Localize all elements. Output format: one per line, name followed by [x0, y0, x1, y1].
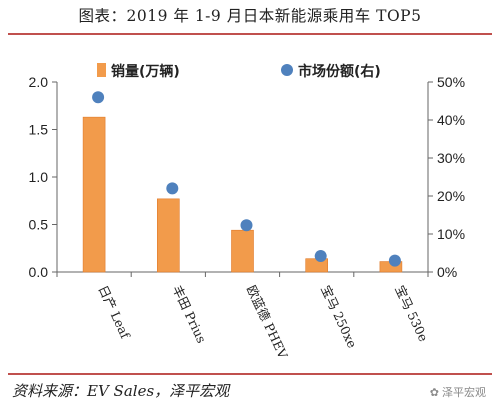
footer-rule — [8, 373, 492, 375]
right-tick-label: 50% — [437, 74, 465, 90]
share-point-5 — [388, 254, 401, 267]
left-tick-label: 0.0 — [29, 264, 49, 280]
share-point-1 — [92, 91, 105, 104]
category-label-3: 欧蓝德 PHEV — [244, 283, 291, 362]
left-tick-label: 1.5 — [29, 122, 49, 138]
legend: 销量(万辆) 市场份额(右) — [97, 63, 381, 80]
category-label-4: 宝马 250xe — [318, 283, 360, 350]
right-tick-label: 30% — [437, 150, 465, 166]
left-tick-label: 2.0 — [29, 74, 49, 90]
right-axis: 0% 10% 20% 30% 40% 50% — [427, 74, 465, 280]
left-tick-label: 0.5 — [29, 217, 49, 233]
legend-bar-swatch — [97, 63, 106, 77]
source-note: 资料来源：EV Sales，泽平宏观 — [12, 382, 230, 400]
category-label-2: 丰田 Prius — [170, 283, 210, 345]
bar-3 — [231, 229, 254, 273]
markers — [92, 91, 401, 267]
right-tick-label: 0% — [437, 264, 457, 280]
bar-2 — [157, 198, 180, 273]
legend-bar-label: 销量(万辆) — [111, 63, 180, 80]
legend-dot-label: 市场份额(右) — [298, 63, 381, 80]
category-label-1: 日产 Leaf — [95, 283, 133, 342]
watermark-label: 泽平宏观 — [442, 386, 486, 399]
right-tick-label: 20% — [437, 188, 465, 204]
legend-dot-swatch — [281, 64, 293, 76]
share-point-3 — [240, 219, 253, 232]
share-point-4 — [314, 250, 327, 263]
right-tick-label: 40% — [437, 112, 465, 128]
title-rule — [8, 33, 492, 35]
share-point-2 — [166, 182, 179, 195]
right-tick-label: 10% — [437, 226, 465, 242]
chart-svg: 销量(万辆) 市场份额(右) 0.0 0.5 1.0 1.5 2.0 0% 10% 20% 3… — [29, 63, 465, 362]
bars — [82, 116, 403, 273]
wechat-icon: ✿ — [429, 386, 439, 399]
category-labels: 日产 Leaf 丰田 Prius 欧蓝德 PHEV 宝马 250xe 宝马 530e — [95, 283, 431, 362]
bar-1 — [82, 116, 106, 273]
left-axis: 0.0 0.5 1.0 1.5 2.0 — [29, 74, 429, 280]
chart-title: 图表：2019 年 1-9 月日本新能源乘用车 TOP5 — [78, 7, 422, 25]
watermark: ✿ 泽平宏观 — [430, 384, 486, 400]
category-label-5: 宝马 530e — [392, 283, 431, 344]
left-tick-label: 1.0 — [29, 169, 49, 185]
